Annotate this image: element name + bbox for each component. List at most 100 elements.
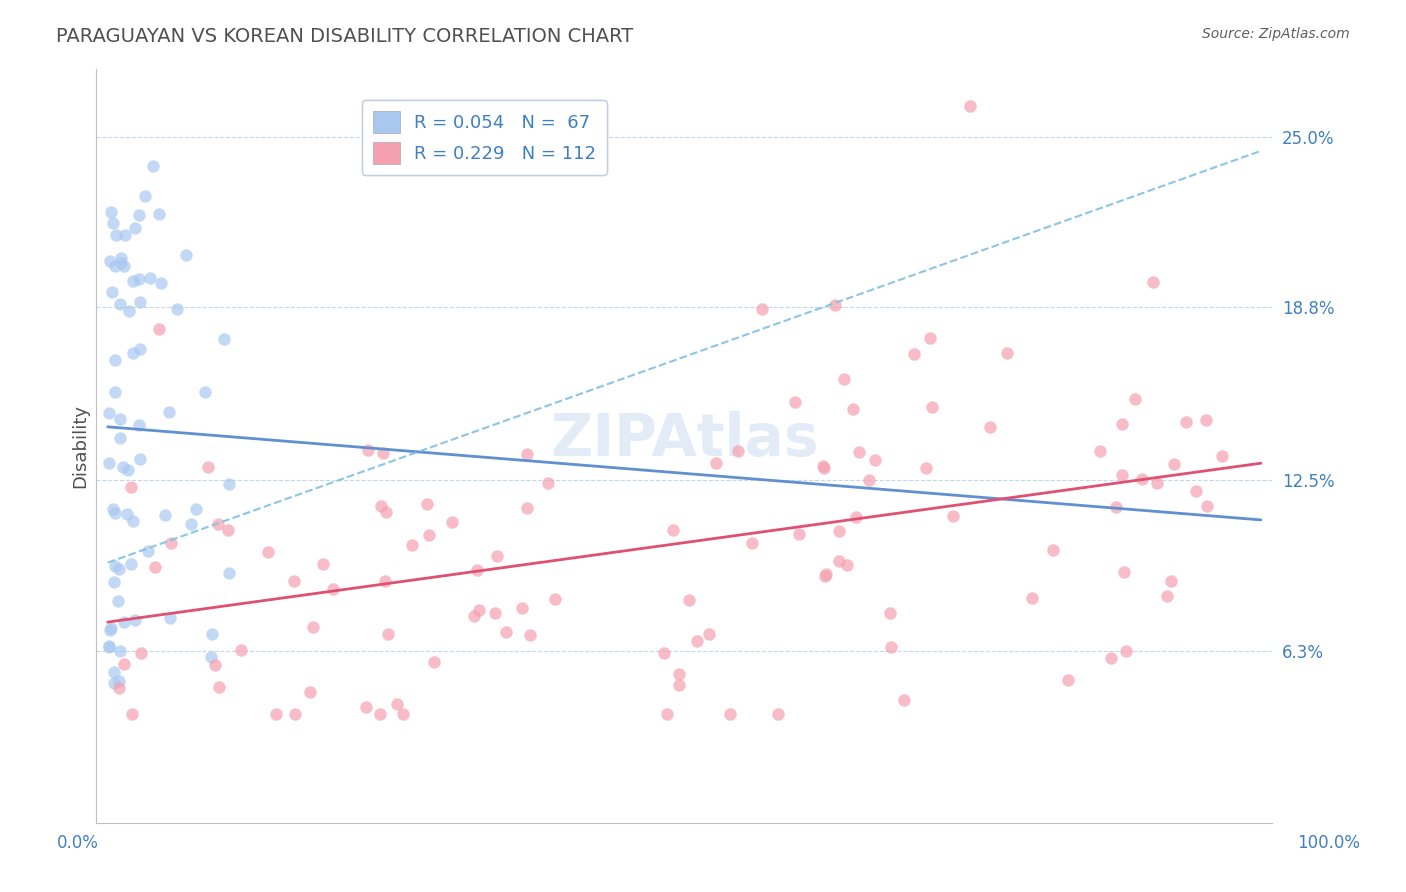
Point: [537, 475, 560, 490]
Point: [377, 627, 399, 641]
Point: [1057, 673, 1080, 688]
Point: [180, 517, 202, 532]
Point: [463, 608, 485, 623]
Point: [880, 640, 903, 654]
Point: [1142, 275, 1164, 289]
Point: [657, 706, 679, 721]
Point: [104, 506, 127, 520]
Point: [942, 509, 965, 524]
Point: [98, 253, 121, 268]
Point: [385, 698, 408, 712]
Point: [1184, 483, 1206, 498]
Point: [704, 456, 727, 470]
Point: [921, 400, 943, 414]
Point: [1042, 542, 1064, 557]
Point: [148, 207, 170, 221]
Point: [418, 527, 440, 541]
Point: [301, 620, 323, 634]
Point: [103, 665, 125, 680]
Point: [835, 558, 858, 573]
Point: [98, 623, 121, 637]
Point: [465, 563, 488, 577]
Point: [122, 345, 145, 359]
Point: [266, 706, 288, 721]
Point: [110, 251, 132, 265]
Point: [392, 706, 415, 721]
Point: [98, 456, 121, 470]
Point: [101, 285, 124, 299]
Point: [686, 633, 709, 648]
Point: [371, 446, 394, 460]
Point: [257, 545, 280, 559]
Point: [370, 499, 392, 513]
Point: [979, 420, 1001, 434]
Point: [785, 395, 807, 409]
Point: [519, 628, 541, 642]
Point: [814, 566, 837, 581]
Point: [148, 322, 170, 336]
Point: [1115, 644, 1137, 658]
Point: [1021, 591, 1043, 605]
Point: [1099, 651, 1122, 665]
Point: [160, 536, 183, 550]
Point: [828, 554, 851, 568]
Point: [727, 444, 749, 458]
Point: [1112, 566, 1135, 580]
Point: [201, 627, 224, 641]
Point: [914, 460, 936, 475]
Point: [544, 592, 567, 607]
Point: [134, 189, 156, 203]
Point: [495, 625, 517, 640]
Point: [112, 259, 135, 273]
Point: [142, 159, 165, 173]
Point: [112, 657, 135, 671]
Point: [516, 501, 538, 516]
Point: [1195, 412, 1218, 426]
Point: [374, 574, 396, 588]
Point: [848, 444, 870, 458]
Point: [918, 331, 941, 345]
Point: [108, 681, 131, 695]
Point: [485, 549, 508, 563]
Point: [200, 649, 222, 664]
Point: [751, 301, 773, 316]
Text: 0.0%: 0.0%: [56, 834, 98, 852]
Point: [166, 301, 188, 316]
Point: [484, 606, 506, 620]
Point: [214, 332, 236, 346]
Point: [217, 523, 239, 537]
Point: [204, 657, 226, 672]
Point: [652, 646, 675, 660]
Point: [741, 535, 763, 549]
Point: [122, 514, 145, 528]
Point: [422, 655, 444, 669]
Text: Source: ZipAtlas.com: Source: ZipAtlas.com: [1202, 27, 1350, 41]
Point: [893, 693, 915, 707]
Point: [194, 385, 217, 400]
Point: [283, 574, 305, 588]
Point: [401, 538, 423, 552]
Point: [111, 459, 134, 474]
Point: [1197, 499, 1219, 513]
Point: [668, 667, 690, 681]
Point: [104, 385, 127, 400]
Point: [720, 706, 742, 721]
Point: [98, 406, 121, 420]
Point: [129, 646, 152, 660]
Point: [128, 417, 150, 432]
Point: [128, 272, 150, 286]
Point: [197, 459, 219, 474]
Point: [128, 294, 150, 309]
Point: [207, 517, 229, 532]
Point: [120, 479, 142, 493]
Legend: R = 0.054   N =  67, R = 0.229   N = 112: R = 0.054 N = 67, R = 0.229 N = 112: [361, 100, 607, 175]
Point: [903, 347, 925, 361]
Point: [374, 505, 396, 519]
Point: [104, 227, 127, 242]
Point: [865, 453, 887, 467]
Point: [661, 523, 683, 537]
Point: [678, 593, 700, 607]
Point: [1163, 457, 1185, 471]
Point: [112, 615, 135, 629]
Point: [136, 544, 159, 558]
